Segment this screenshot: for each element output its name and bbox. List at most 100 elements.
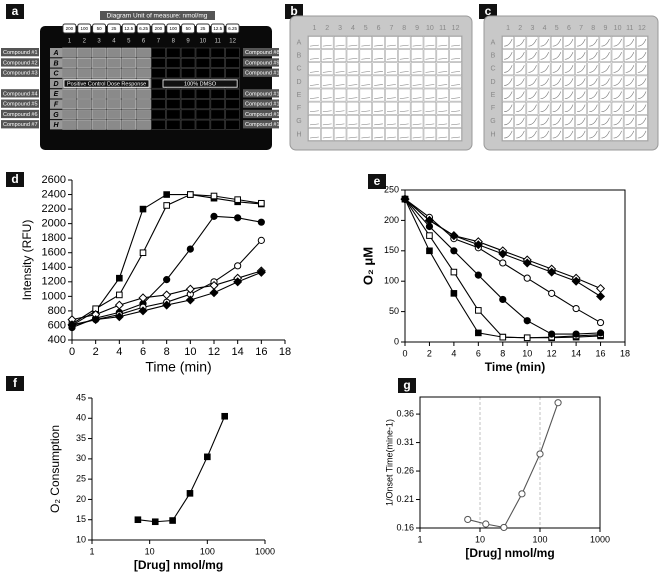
well	[398, 75, 411, 89]
well	[77, 47, 92, 58]
well-trace	[374, 44, 384, 47]
column-number: 6	[377, 25, 381, 32]
well-trace	[601, 65, 610, 73]
well	[121, 109, 136, 120]
well	[449, 101, 462, 115]
well-trace	[576, 38, 586, 47]
well	[180, 57, 196, 68]
well-trace	[425, 97, 435, 99]
row-letter: C	[490, 66, 495, 73]
well	[106, 119, 122, 130]
well-trace	[576, 117, 586, 126]
well-trace	[552, 104, 562, 113]
data-point	[162, 300, 172, 310]
well	[587, 62, 600, 76]
well-trace	[540, 117, 549, 126]
well-trace	[451, 123, 461, 126]
well	[449, 36, 462, 49]
well-trace	[412, 136, 422, 139]
column-number: 6	[142, 39, 146, 45]
column-number: 8	[402, 25, 406, 32]
well	[538, 115, 551, 128]
well	[526, 88, 539, 102]
well-trace	[386, 44, 396, 47]
data-point	[186, 245, 194, 253]
well	[587, 101, 600, 115]
series-line	[137, 416, 226, 523]
well	[166, 57, 181, 68]
well	[346, 49, 360, 62]
y-axis-label: O₂ μM	[360, 247, 375, 285]
well-trace	[361, 84, 371, 86]
data-point	[426, 232, 433, 239]
compound-label: Compound #4	[3, 91, 38, 97]
well	[563, 128, 575, 141]
well	[502, 36, 514, 49]
well	[611, 49, 624, 62]
well	[410, 128, 424, 141]
well	[151, 47, 166, 58]
compound-box	[1, 68, 39, 77]
well-trace	[564, 38, 574, 47]
data-point	[518, 490, 526, 498]
row-strip	[50, 48, 62, 58]
y-tick-label: 30	[76, 453, 86, 463]
well	[136, 119, 151, 130]
panel-label-box	[6, 376, 24, 391]
well	[321, 75, 334, 89]
well	[636, 62, 648, 76]
x-tick-label: 100	[200, 546, 215, 556]
well-trace	[425, 71, 435, 73]
well-trace	[625, 130, 635, 139]
dose-box	[92, 23, 107, 34]
well-trace	[361, 110, 371, 113]
well	[210, 57, 225, 68]
dose-label: 12.5	[124, 26, 133, 31]
data-point	[475, 329, 482, 337]
row-letter: F	[54, 101, 59, 108]
well	[333, 88, 347, 102]
well	[636, 115, 648, 128]
well	[225, 88, 240, 99]
well-trace	[564, 52, 574, 60]
well-trace	[552, 117, 562, 126]
well	[308, 49, 321, 62]
well	[502, 75, 514, 89]
well	[346, 36, 360, 49]
well	[359, 49, 372, 62]
data-point	[596, 283, 606, 294]
control-label: Positive Control Dose Response	[67, 82, 146, 88]
well	[321, 115, 334, 128]
well	[180, 119, 196, 130]
panel-label: d	[11, 172, 18, 186]
x-tick-label: 4	[451, 348, 456, 358]
well-trace	[613, 52, 622, 60]
data-point	[258, 199, 265, 207]
diagram-title: Diagram Unit of measure: nmol/mg	[107, 13, 208, 20]
y-axis-label: O₂ Consumption	[48, 425, 62, 513]
dose-box	[151, 23, 166, 34]
well	[121, 47, 136, 58]
title-box	[100, 11, 215, 20]
well-trace	[438, 44, 448, 47]
well-trace	[516, 91, 525, 99]
well	[398, 36, 411, 49]
well-trace	[503, 130, 513, 139]
compound-label: Compound #7	[3, 122, 38, 128]
well	[166, 99, 181, 110]
well-trace	[516, 38, 525, 47]
well	[346, 128, 360, 141]
data-point	[596, 291, 606, 301]
well	[449, 49, 462, 62]
well	[225, 99, 240, 110]
well	[106, 88, 122, 99]
well-trace	[309, 84, 319, 86]
y-tick-label: 1600	[42, 247, 66, 259]
well	[599, 62, 612, 76]
well	[359, 128, 372, 141]
well-trace	[613, 78, 622, 86]
well	[151, 99, 166, 110]
y-tick-label: 0	[394, 336, 399, 346]
well-trace	[601, 130, 610, 139]
